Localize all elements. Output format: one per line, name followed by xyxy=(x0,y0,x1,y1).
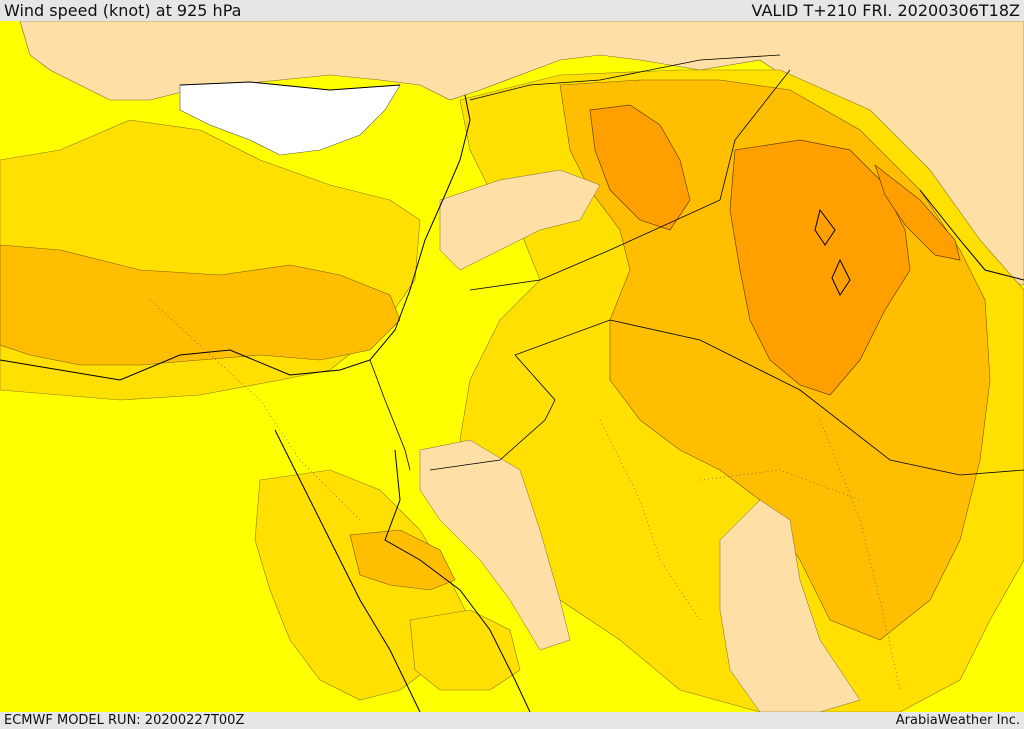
model-run: ECMWF MODEL RUN: 20200227T00Z xyxy=(4,713,245,728)
credit: ArabiaWeather Inc. xyxy=(895,713,1020,728)
valid-time: VALID T+210 FRI. 20200306T18Z xyxy=(751,1,1020,20)
footer-bar: ECMWF MODEL RUN: 20200227T00Z ArabiaWeat… xyxy=(0,712,1024,729)
wind-speed-map xyxy=(0,21,1024,712)
strong-wind-mediterranean xyxy=(0,244,401,366)
fresh-wind-redsea xyxy=(409,609,521,691)
very-strong-wind-north xyxy=(589,104,691,231)
header-bar: Wind speed (knot) at 925 hPa VALID T+210… xyxy=(0,0,1024,21)
light-wind-levant xyxy=(439,169,601,271)
strong-wind-egypt xyxy=(349,529,456,591)
very-strong-wind-core xyxy=(729,139,911,396)
very-strong-wind-gulf xyxy=(874,164,961,261)
map-title: Wind speed (knot) at 925 hPa xyxy=(4,1,242,20)
light-wind-sinai xyxy=(419,439,571,651)
country-borders xyxy=(369,54,1024,476)
internal-borders xyxy=(149,299,901,691)
light-wind-arabia xyxy=(719,499,861,712)
